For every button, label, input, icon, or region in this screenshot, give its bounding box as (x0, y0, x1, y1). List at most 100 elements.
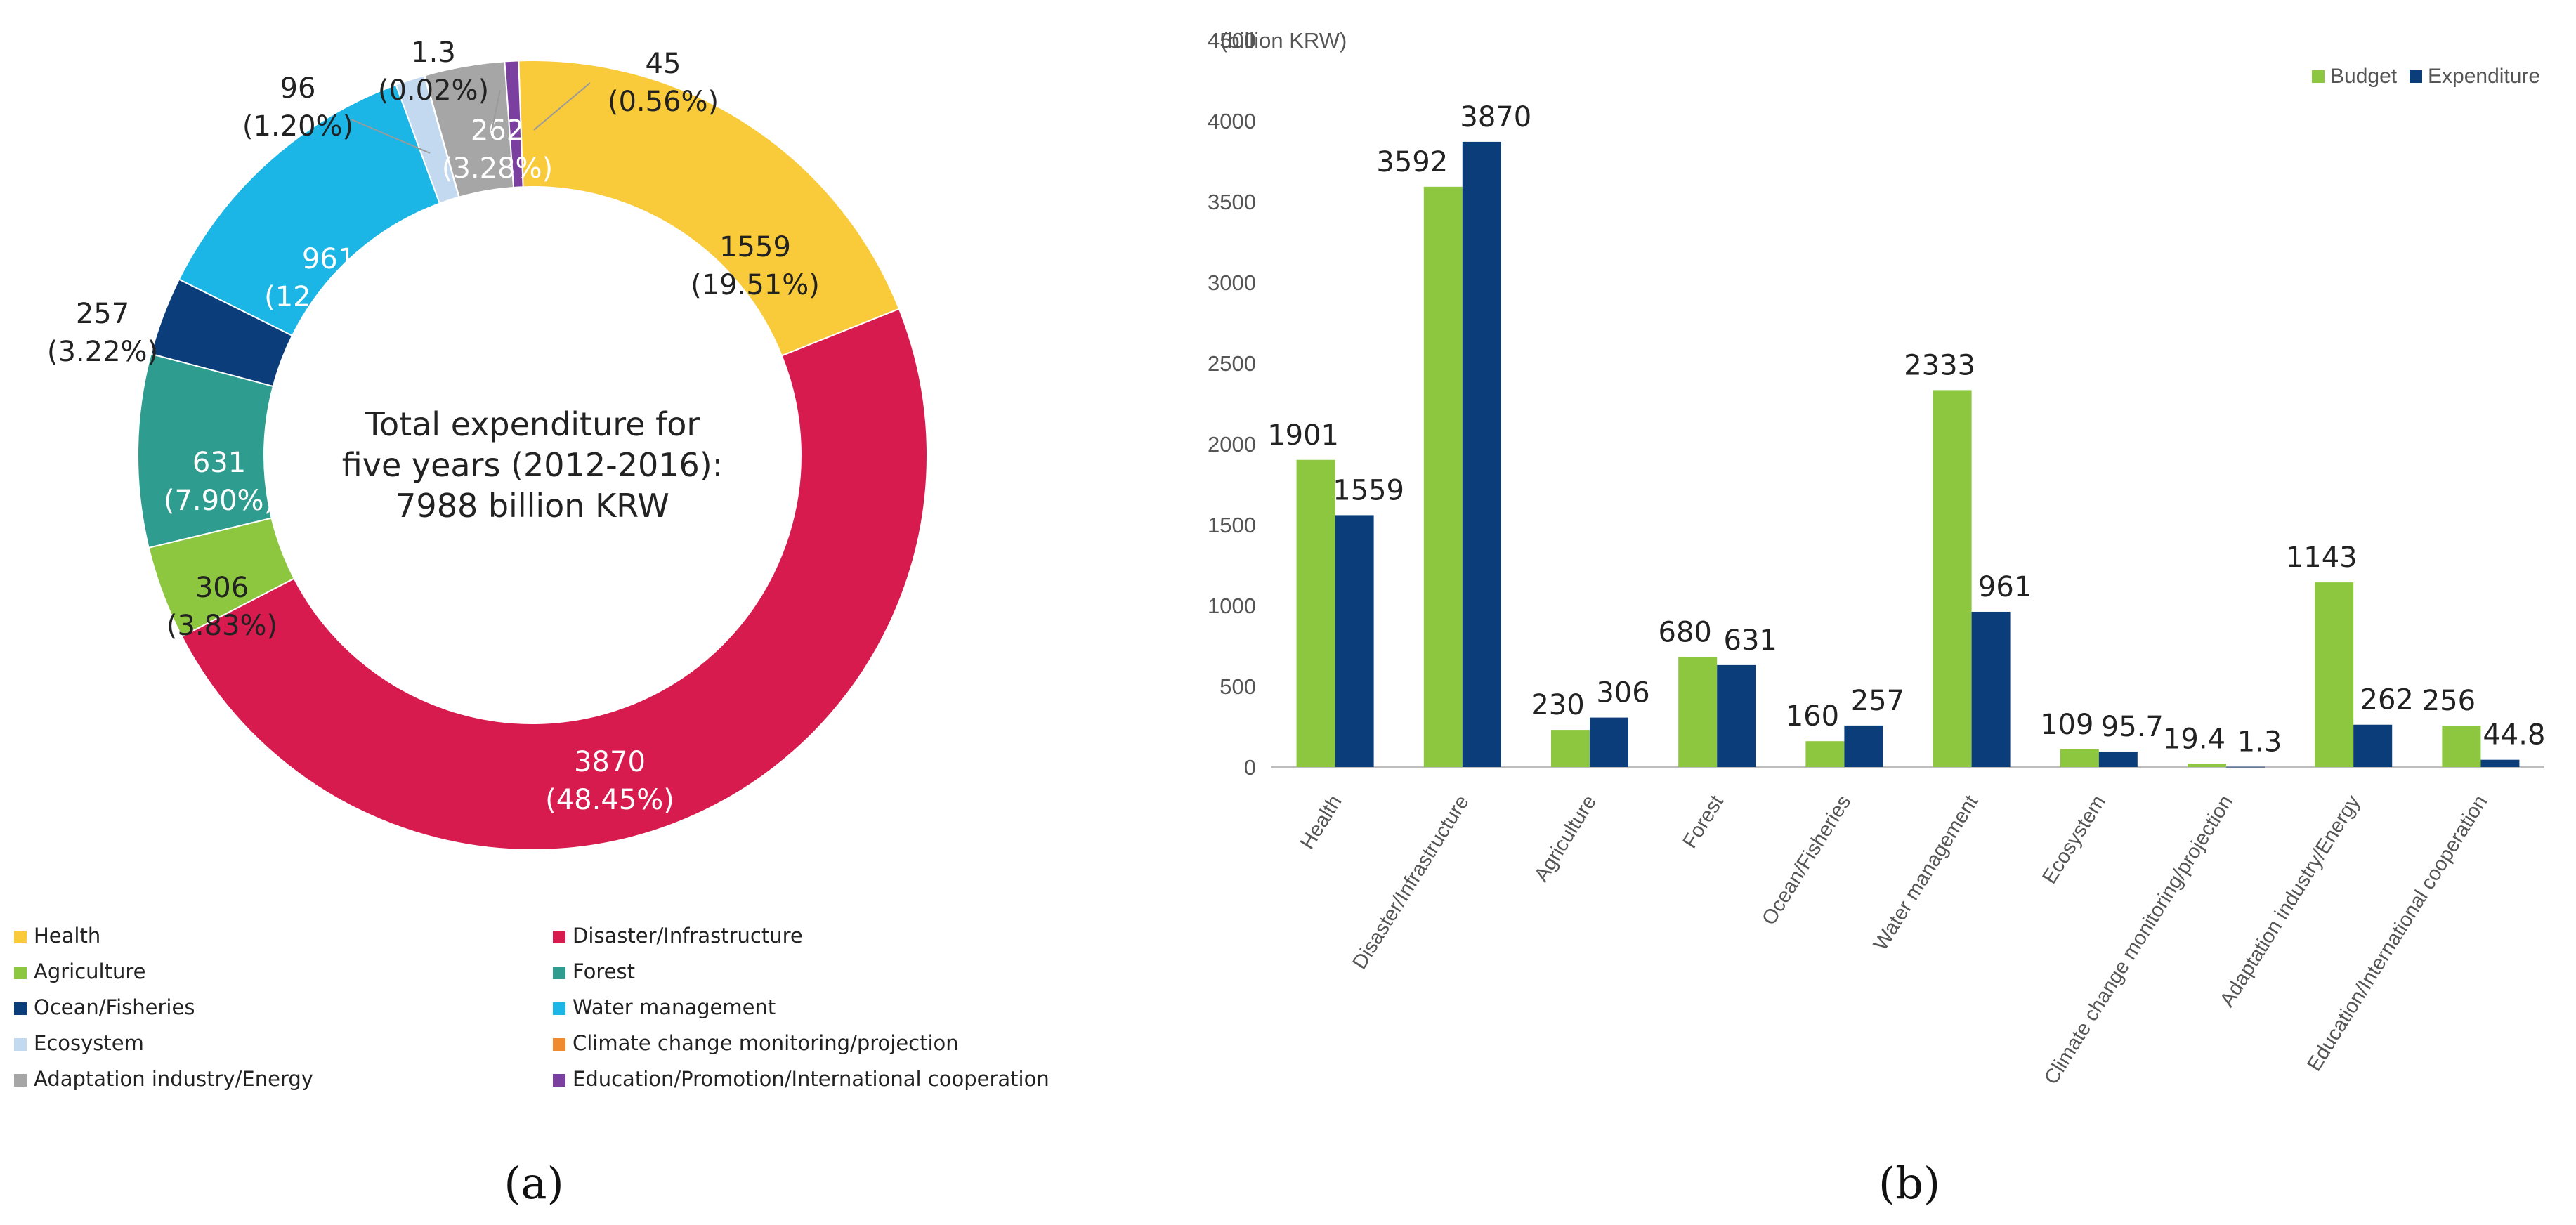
value-label-budget-disaster-infrastructure: 3592 (1376, 146, 1448, 178)
value-label-budget-health: 1901 (1267, 419, 1339, 452)
bar-group-water-management: 2333 961 (1904, 349, 2032, 767)
legend-swatch (553, 931, 565, 943)
data-label-agriculture: 306 (3.83%) (166, 572, 277, 642)
slice-percent: (3.22%) (47, 336, 158, 368)
value-label-budget-ecosystem: 109 (2040, 709, 2093, 741)
x-tick-label-health: Health (1296, 792, 1347, 853)
legend-label: Ecosystem (34, 1031, 144, 1055)
slice-value: 96 (280, 72, 316, 105)
bar-expenditure-education-international-cooperation (2480, 759, 2520, 767)
value-label-budget-adaptation-industry-energy: 1143 (2286, 542, 2358, 574)
x-tick-label-water-management: Water management (1869, 792, 1983, 955)
slice-value: 1559 (719, 231, 791, 263)
slice-education-promotion-international-cooperation (504, 60, 524, 189)
legend-label: Ocean/Fisheries (34, 995, 195, 1019)
value-label-expenditure-education-international-cooperation: 44.8 (2483, 719, 2545, 752)
bar-legend: Budget Expenditure (2312, 65, 2540, 88)
legend-item-adaptation-industry-energy: Adaptation industry/Energy (14, 1067, 313, 1091)
legend-item-health: Health (14, 924, 100, 948)
y-tick-label: 3500 (1208, 190, 1256, 214)
leader-line-education (533, 82, 591, 131)
donut-slices (137, 60, 928, 851)
value-label-expenditure-adaptation-industry-energy: 262 (2360, 684, 2414, 716)
legend-swatch (2410, 70, 2422, 83)
x-tick-label-forest: Forest (1678, 792, 1728, 853)
legend-label: Expenditure (2428, 65, 2540, 88)
legend-swatch (14, 1038, 27, 1051)
bar-budget-forest (1678, 657, 1718, 767)
bar-budget-health (1296, 459, 1335, 767)
legend-item-budget: Budget (2312, 65, 2398, 88)
slice-percent: (48.45%) (545, 784, 674, 816)
legend-item-expenditure: Expenditure (2410, 65, 2540, 88)
bar-budget-adaptation-industry-energy (2315, 582, 2354, 767)
slice-value: 262 (471, 114, 524, 147)
slice-percent: (19.51%) (691, 269, 820, 301)
legend-swatch (553, 1038, 565, 1051)
value-label-budget-water-management: 2333 (1904, 349, 1975, 381)
value-label-expenditure-health: 1559 (1333, 474, 1404, 506)
center-text-line: 7988 billion KRW (395, 487, 669, 525)
slice-health (518, 60, 901, 357)
bar-budget-climate-change-monitoring-projection (2188, 764, 2226, 767)
value-label-expenditure-disaster-infrastructure: 3870 (1460, 101, 1531, 133)
data-label-water-management: 961 (12.03%) (264, 243, 393, 313)
legend-swatch (553, 1074, 565, 1087)
leader-line-climate (491, 89, 501, 131)
x-tick-label-agriculture: Agriculture (1530, 792, 1601, 886)
donut-legend: Health Disaster/Infrastructure Agriculture… (14, 924, 1050, 1091)
data-label-health: 1559 (19.51%) (691, 231, 820, 301)
bar-expenditure-ecosystem (2098, 751, 2138, 767)
donut-chart: 1559 (19.51%) 3870 (48.45%) 306 (3.83%) 631 (7.… (14, 37, 1050, 1209)
bar-expenditure-water-management (1971, 611, 2011, 767)
slice-disaster-infrastructure (181, 308, 928, 851)
slice-percent: (0.56%) (608, 86, 719, 118)
legend-item-climate-change-monitoring-projection: Climate change monitoring/projection (553, 1031, 959, 1055)
panel-label-a: (a) (504, 1158, 563, 1209)
y-unit-label: (billion KRW) (1220, 28, 1347, 53)
y-tick-label: 1000 (1208, 594, 1256, 618)
value-label-expenditure-forest: 631 (1724, 624, 1777, 657)
slice-value: 1.3 (411, 37, 456, 69)
legend-item-ecosystem: Ecosystem (14, 1031, 144, 1055)
y-tick-label: 500 (1220, 674, 1256, 699)
value-label-budget-climate-change-monitoring-projection: 19.4 (2163, 723, 2225, 756)
bar-group-ocean-fisheries: 160 257 (1786, 685, 1904, 767)
legend-swatch (14, 1074, 27, 1087)
legend-label: Health (34, 924, 100, 948)
legend-item-ocean-fisheries: Ocean/Fisheries (14, 995, 195, 1019)
slice-value: 3870 (574, 746, 646, 778)
x-tick-label-adaptation-industry-energy: Adaptation industry/Energy (2216, 791, 2365, 1011)
bar-budget-ecosystem (2060, 749, 2099, 767)
value-label-budget-education-international-cooperation: 256 (2422, 685, 2476, 717)
bar-group-ecosystem: 109 95.7 (2040, 709, 2164, 767)
y-tick-label: 2500 (1208, 351, 1256, 376)
legend-label: Adaptation industry/Energy (34, 1067, 313, 1091)
leader-line-ecosystem (351, 119, 431, 154)
bar-expenditure-agriculture (1590, 717, 1628, 767)
data-label-forest: 631 (7.90%) (164, 447, 275, 517)
legend-label: Agriculture (34, 959, 146, 983)
y-tick-label: 4000 (1208, 109, 1256, 133)
data-label-adaptation-industry-energy: 262 (3.28%) (442, 114, 553, 185)
value-label-expenditure-ocean-fisheries: 257 (1851, 685, 1904, 717)
legend-label: Water management (573, 995, 776, 1019)
legend-item-education-promotion-international-cooperation: Education/Promotion/International cooper… (553, 1067, 1050, 1091)
slice-percent: (12.03%) (264, 281, 393, 313)
value-label-budget-forest: 680 (1659, 617, 1712, 649)
bar-expenditure-ocean-fisheries (1844, 725, 1883, 767)
legend-label: Climate change monitoring/projection (573, 1031, 959, 1055)
data-label-ocean-fisheries: 257 (3.22%) (47, 298, 158, 368)
legend-swatch (14, 931, 27, 943)
slice-value: 45 (646, 48, 681, 80)
panel-label-b: (b) (1878, 1158, 1940, 1209)
bar-budget-water-management (1933, 390, 1972, 767)
bar-expenditure-adaptation-industry-energy (2353, 724, 2393, 767)
legend-swatch (553, 1002, 565, 1015)
legend-label: Disaster/Infrastructure (573, 924, 803, 948)
bar-budget-ocean-fisheries (1805, 741, 1845, 767)
y-tick-label: 0 (1244, 755, 1256, 780)
center-text-line: Total expenditure for (365, 405, 700, 443)
